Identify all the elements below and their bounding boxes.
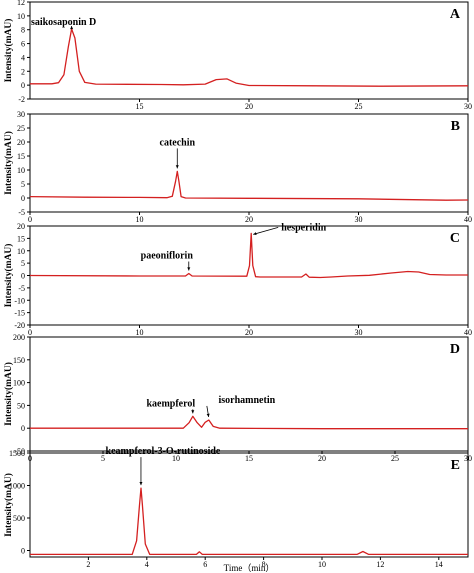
y-tick-label: 5 [21,259,25,268]
peak-label: isorhamnetin [219,395,276,406]
x-tick-label: 25 [355,102,363,111]
panel-label: D [450,342,460,357]
peak-arrowhead [70,26,74,30]
y-tick-label: 1000 [9,482,25,491]
x-tick-label: 30 [355,328,363,337]
y-tick-label: 5 [21,180,25,189]
y-tick-label: -5 [18,208,25,217]
y-tick-label: -50 [14,447,25,456]
x-tick-label: 30 [464,102,472,111]
peak-label: saikosaponin D [31,17,96,28]
peak-arrowhead [206,413,210,417]
panel-label: A [450,7,461,22]
x-tick-label: 8 [262,560,266,569]
x-tick-label: 2 [86,560,90,569]
y-tick-label: 500 [13,514,25,523]
y-axis-label: Intensity(mAU) [3,131,14,195]
x-tick-label: 0 [28,215,32,224]
y-tick-label: -10 [14,296,25,305]
peak-arrowhead [253,232,257,236]
x-tick-label: 40 [464,328,472,337]
x-tick-label: 10 [318,560,326,569]
x-tick-label: 40 [464,215,472,224]
y-tick-label: 8 [21,26,25,35]
chromatogram-trace [29,232,468,279]
y-tick-label: 10 [17,166,25,175]
chromatogram-trace [30,28,469,87]
panel-label: C [450,231,460,246]
y-tick-label: 15 [17,234,25,243]
x-tick-label: 20 [245,102,253,111]
panel-c: -20 -15 -10 -5 0 5 10 15 20 0 10 20 30 40 Intensity(mA… [3,222,472,337]
y-tick-label: 4 [21,53,25,62]
x-tick-label: 12 [376,560,384,569]
y-tick-label: 10 [17,12,25,21]
y-tick-label: 25 [17,124,25,133]
panel-a: -2 0 2 4 6 8 10 12 15 20 25 30 Intensity(mAU) Asaikos… [3,0,472,111]
panel-e: 0 500 1000 1500 2 4 6 8 10 12 14 Intensity(mAU) Time… [3,446,469,573]
x-tick-label: 10 [136,215,144,224]
y-tick-label: -15 [14,309,25,318]
chromatogram-trace [30,415,468,430]
peak-label: catechin [160,137,196,148]
x-tick-label: 10 [172,454,180,463]
x-axis-label: Time（min） [224,563,275,573]
y-tick-label: 0 [21,272,25,281]
y-axis-label: Intensity(mAU) [3,19,14,83]
y-tick-label: 0 [21,81,25,90]
panel-label: B [451,119,460,134]
y-tick-label: 0 [21,424,25,433]
y-axis-label: Intensity(mAU) [3,473,14,537]
peak-label: kaempferol [146,398,195,409]
x-tick-label: 20 [245,215,253,224]
chromatogram-trace [30,487,468,556]
y-tick-label: 10 [17,247,25,256]
chromatogram-trace [29,170,469,201]
peak-arrowhead [187,267,191,271]
x-tick-label: 0 [28,328,32,337]
peak-label: keampferol-3-O-rutinoside [106,446,221,457]
y-tick-label: 1500 [9,449,25,458]
x-tick-label: 20 [318,454,326,463]
y-tick-label: 50 [17,401,25,410]
x-tick-label: 4 [145,560,149,569]
y-tick-label: 20 [17,222,25,231]
peak-label: paeoniflorin [141,251,194,262]
x-tick-label: 6 [203,560,207,569]
y-tick-label: 6 [21,40,25,49]
y-tick-label: 0 [21,194,25,203]
plot-frame [29,452,469,558]
y-tick-label: 15 [17,152,25,161]
y-tick-label: 150 [13,356,25,365]
x-tick-label: 15 [136,102,144,111]
y-tick-label: 2 [21,67,25,76]
x-tick-label: 25 [391,454,399,463]
y-tick-label: 12 [17,0,25,7]
y-tick-label: 20 [17,138,25,147]
x-tick-label: 30 [355,215,363,224]
y-tick-label: -5 [18,284,25,293]
x-tick-label: 20 [245,328,253,337]
y-tick-label: 100 [13,379,25,388]
y-tick-label: -2 [18,95,25,104]
y-axis-label: Intensity(mAU) [3,362,14,426]
y-tick-label: 200 [13,333,25,342]
peak-arrow [253,227,279,235]
y-axis-label: Intensity(mAU) [3,244,14,308]
peak-arrowhead [191,410,195,414]
x-tick-label: 14 [435,560,443,569]
peak-arrowhead [175,165,179,169]
peak-arrowhead [139,481,143,486]
x-tick-label: 5 [101,454,105,463]
x-tick-label: 10 [136,328,144,337]
y-tick-label: 30 [17,110,25,119]
y-tick-label: 0 [21,547,25,556]
panel-label: E [451,458,460,473]
peak-label: hesperidin [281,222,326,233]
x-tick-label: 15 [245,454,253,463]
y-tick-label: -20 [14,321,25,330]
